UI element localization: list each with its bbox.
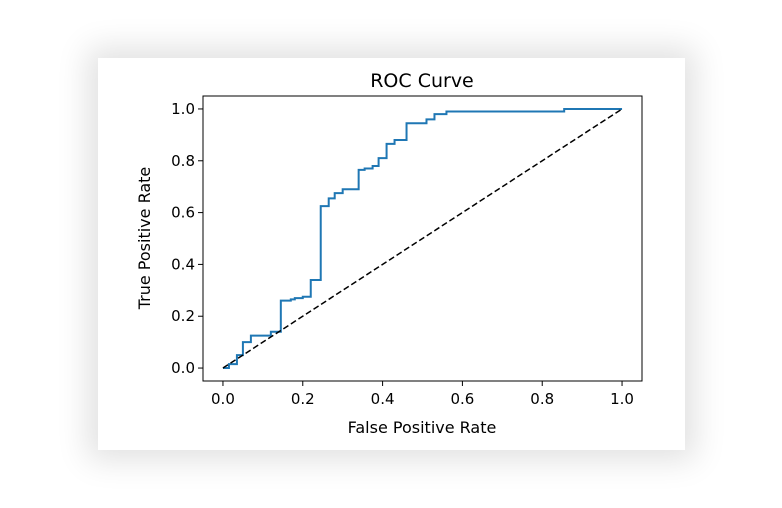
x-tick-label: 0.4 [371,390,395,408]
data-layer [222,107,623,370]
chart-title: ROC Curve [370,70,474,92]
y-tick-label: 0.0 [171,359,195,377]
roc-curve-line [222,107,623,370]
x-axis-title: False Positive Rate [348,418,497,437]
y-tick-label: 0.2 [171,307,195,325]
x-tick-label: 0.6 [450,390,474,408]
y-tick-label: 1.0 [171,100,195,118]
x-tick-label: 0.2 [291,390,315,408]
x-tick-label: 0.0 [211,390,235,408]
ticks-layer: 0.0 0.2 0.4 0.6 0.8 1.0 0.0 0.2 0.4 0.6 0.8 1.0 [171,100,634,408]
plot-frame [202,95,643,382]
x-tick-label: 1.0 [610,390,634,408]
chart-card: 0.0 0.2 0.4 0.6 0.8 1.0 0.0 0.2 0.4 0.6 0.8 1.0 ROC… [98,58,685,450]
chance-diagonal-line [222,108,623,369]
y-axis-title: True Positive Rate [135,167,154,311]
y-tick-label: 0.8 [171,152,195,170]
y-tick-label: 0.6 [171,204,195,222]
roc-chart: 0.0 0.2 0.4 0.6 0.8 1.0 0.0 0.2 0.4 0.6 0.8 1.0 ROC… [135,70,643,437]
y-tick-label: 0.4 [171,255,195,273]
x-tick-label: 0.8 [530,390,554,408]
